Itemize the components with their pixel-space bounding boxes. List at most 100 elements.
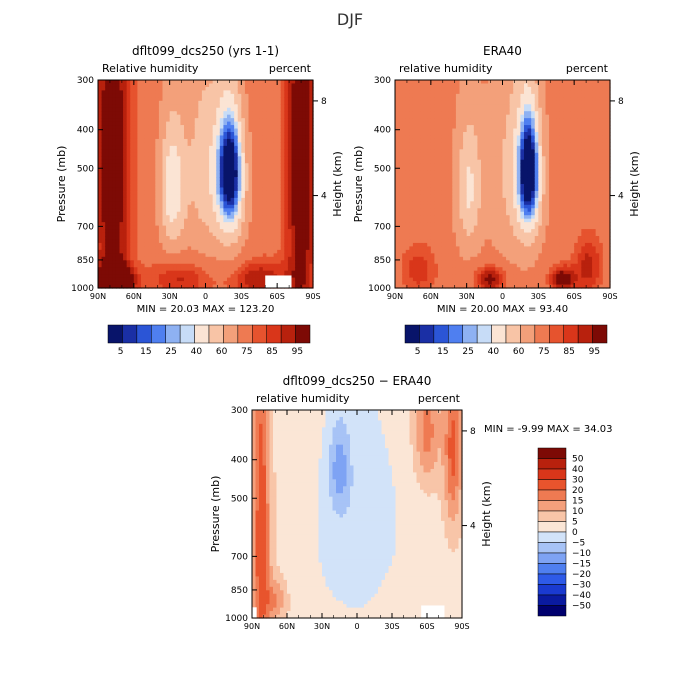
field-cell [234,86,239,91]
field-cell [166,128,171,133]
field-cell [237,156,242,161]
field-cell [430,184,436,189]
field-cell [126,239,131,244]
field-cell [212,201,217,206]
field-cell [305,135,311,140]
field-cell [234,125,239,130]
field-cell [270,86,275,91]
field-cell [270,163,275,168]
field-cell [212,204,217,209]
field-cell [209,180,214,185]
field-cell [219,152,225,157]
field-cell [223,149,228,154]
field-cell [180,100,185,105]
field-cell [398,152,403,157]
field-cell [101,97,106,102]
field-cell [302,138,307,143]
field-cell [448,177,453,182]
field-cell [144,173,149,178]
field-cell [434,197,439,202]
field-cell [287,166,293,171]
field-cell [455,83,461,88]
field-cell [405,128,410,133]
field-cell [162,281,167,286]
field-cell [455,229,461,234]
field-cell [205,208,210,213]
field-cell [137,163,142,168]
field-cell [302,111,307,116]
field-cell [173,149,178,154]
field-cell [180,260,185,265]
field-cell [262,267,268,272]
field-cell [98,97,103,102]
field-cell [230,83,235,88]
field-cell [223,114,228,119]
field-cell [151,249,156,254]
field-cell [463,93,468,98]
field-cell [237,163,242,168]
field-cell [241,284,246,289]
field-cell [427,208,432,213]
field-cell [237,128,242,133]
field-cell [223,180,228,185]
field-cell [252,152,257,157]
field-cell [309,180,314,185]
field-cell [209,256,214,261]
field-cell [398,256,403,261]
field-cell [284,190,289,195]
field-cell [262,97,268,102]
field-cell [241,135,246,140]
field-cell [441,173,446,178]
field-cell [184,184,189,189]
field-cell [241,197,246,202]
field-cell [158,121,164,126]
field-cell [420,170,425,175]
field-cell [295,149,300,154]
field-cell [284,86,289,91]
field-cell [141,83,146,88]
field-cell [266,242,271,247]
field-cell [108,159,113,164]
field-cell [295,208,300,213]
field-cell [259,170,264,175]
field-cell [273,166,278,171]
field-cell [126,229,131,234]
field-cell [191,135,196,140]
field-cell [230,249,235,254]
field-cell [187,159,192,164]
field-cell [252,173,257,178]
field-cell [115,118,121,123]
field-cell [101,281,106,286]
field-cell [151,149,156,154]
field-cell [452,142,457,147]
field-cell [123,138,128,143]
field-cell [438,121,443,126]
field-cell [144,218,149,223]
field-cell [98,194,103,199]
field-cell [409,236,414,241]
field-cell [169,156,174,161]
field-cell [302,270,307,275]
field-cell [234,204,239,209]
field-cell [133,132,139,137]
field-cell [448,132,453,137]
field-cell [137,111,142,116]
field-cell [262,270,268,275]
field-cell [244,222,250,227]
field-cell [295,260,300,265]
field-cell [105,142,110,147]
field-cell [105,246,110,251]
field-cell [423,128,428,133]
field-cell [115,121,121,126]
field-cell [108,86,113,91]
field-cell [108,277,113,282]
field-cell [277,246,282,251]
field-cell [305,107,311,112]
field-cell [166,90,171,95]
field-cell [137,177,142,182]
field-cell [438,104,443,109]
field-cell [223,142,228,147]
field-cell [133,232,139,237]
field-cell [137,166,142,171]
field-cell [191,173,196,178]
